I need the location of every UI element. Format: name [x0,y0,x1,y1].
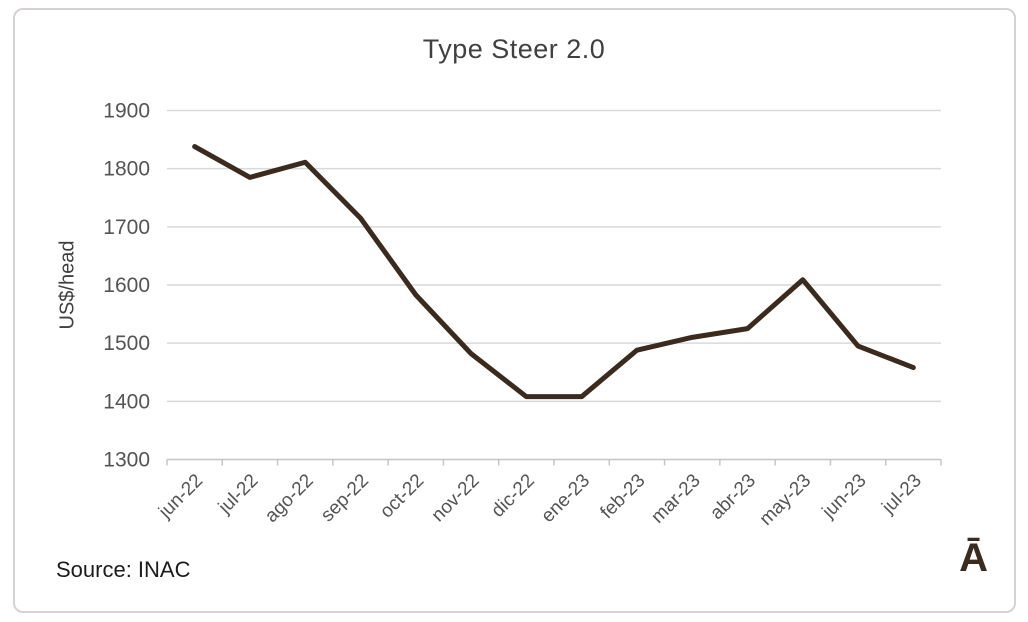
y-tick-label: 1700 [103,216,150,239]
x-tick-label: abr-23 [706,470,760,524]
y-tick-label: 1600 [103,274,150,297]
chart-title: Type Steer 2.0 [422,34,606,64]
x-tick-label: may-23 [756,470,816,530]
x-tick-label: dic-22 [487,470,538,521]
x-tick-label: ene-23 [537,470,594,527]
chart-border-frame [13,8,1016,613]
x-tick-label: ago-22 [261,470,318,527]
x-tick-label: sep-22 [317,470,373,526]
x-tick-label: jul-22 [214,470,262,518]
x-tick-label: jun-22 [154,470,207,523]
x-tick-label: jun-23 [818,470,871,523]
y-tick-label: 1900 [103,100,150,123]
y-tick-label: 1800 [103,158,150,181]
y-tick-label: 1300 [103,449,150,472]
brand-logo-icon: Ā [959,536,988,580]
x-tick-label: mar-23 [647,470,704,527]
source-note: Source: INAC [56,557,191,582]
x-tick-label: feb-23 [597,470,650,523]
x-tick-label: jul-23 [877,470,925,518]
y-tick-label: 1500 [103,332,150,355]
price-line [192,144,916,400]
x-tick-label: nov-22 [428,470,484,526]
x-tick-label: oct-22 [376,470,428,522]
y-tick-label: 1400 [103,390,150,413]
